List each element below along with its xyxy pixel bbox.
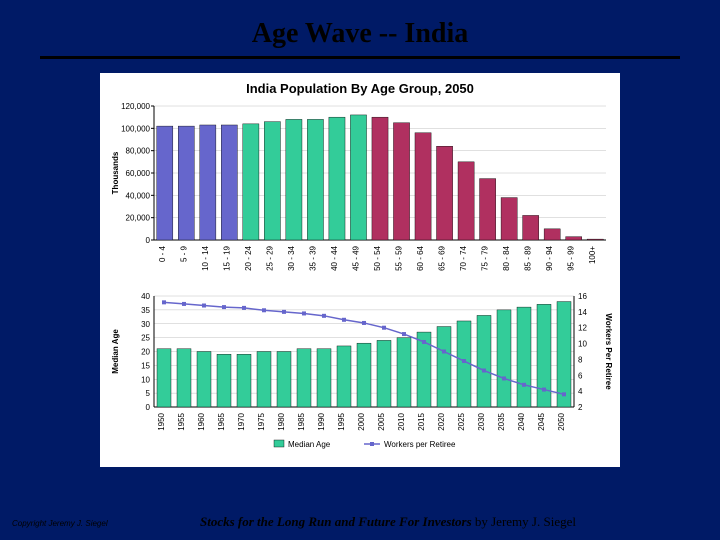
svg-text:55 - 59: 55 - 59: [395, 245, 404, 270]
top-chart-title: India Population By Age Group, 2050: [106, 81, 614, 96]
svg-text:50 - 54: 50 - 54: [373, 245, 382, 270]
svg-text:10: 10: [578, 340, 587, 349]
svg-text:2050: 2050: [557, 412, 566, 430]
svg-text:2040: 2040: [517, 412, 526, 430]
svg-text:Median Age: Median Age: [288, 440, 331, 449]
svg-text:30: 30: [141, 320, 150, 329]
svg-text:1975: 1975: [257, 412, 266, 430]
svg-text:30 - 34: 30 - 34: [287, 245, 296, 270]
svg-text:12: 12: [578, 324, 587, 333]
svg-text:85 - 89: 85 - 89: [524, 245, 533, 270]
svg-text:120,000: 120,000: [121, 102, 150, 111]
svg-text:100,000: 100,000: [121, 124, 150, 133]
footer-citation: Stocks for the Long Run and Future For I…: [200, 514, 576, 530]
svg-text:1950: 1950: [157, 412, 166, 430]
svg-text:2015: 2015: [417, 412, 426, 430]
svg-text:2000: 2000: [357, 412, 366, 430]
svg-text:2020: 2020: [437, 412, 446, 430]
title-underline: [40, 56, 680, 59]
svg-text:2010: 2010: [397, 412, 406, 430]
svg-text:65 - 69: 65 - 69: [438, 245, 447, 270]
svg-text:40: 40: [141, 292, 150, 301]
svg-text:95 - 99: 95 - 99: [567, 245, 576, 270]
svg-text:20 - 24: 20 - 24: [244, 245, 253, 270]
svg-text:2: 2: [578, 403, 583, 412]
svg-text:60,000: 60,000: [126, 169, 151, 178]
svg-text:70 - 74: 70 - 74: [459, 245, 468, 270]
svg-text:25: 25: [141, 334, 150, 343]
svg-text:1990: 1990: [317, 412, 326, 430]
svg-text:6: 6: [578, 371, 583, 380]
svg-text:8: 8: [578, 355, 583, 364]
svg-text:14: 14: [578, 308, 587, 317]
svg-text:60 - 64: 60 - 64: [416, 245, 425, 270]
svg-text:2005: 2005: [377, 412, 386, 430]
svg-text:45 - 49: 45 - 49: [351, 245, 360, 270]
chart-panel: India Population By Age Group, 2050 0 20,…: [100, 73, 620, 467]
svg-text:Workers per Retiree: Workers per Retiree: [384, 440, 456, 449]
svg-text:25 - 29: 25 - 29: [265, 245, 274, 270]
svg-text:0: 0: [146, 403, 151, 412]
svg-text:35: 35: [141, 306, 150, 315]
svg-text:15: 15: [141, 361, 150, 370]
svg-text:80 - 84: 80 - 84: [502, 245, 511, 270]
svg-text:Thousands: Thousands: [111, 151, 120, 194]
svg-text:5 - 9: 5 - 9: [179, 245, 188, 262]
svg-text:2030: 2030: [477, 412, 486, 430]
svg-text:20: 20: [141, 348, 150, 357]
svg-text:35 - 39: 35 - 39: [308, 245, 317, 270]
svg-text:80,000: 80,000: [126, 147, 151, 156]
svg-text:Median Age: Median Age: [111, 329, 120, 374]
svg-text:0: 0: [146, 236, 151, 245]
svg-text:16: 16: [578, 292, 587, 301]
svg-text:10 - 14: 10 - 14: [201, 245, 210, 270]
svg-text:40,000: 40,000: [126, 191, 151, 200]
svg-text:40 - 44: 40 - 44: [330, 245, 339, 270]
svg-text:75 - 79: 75 - 79: [481, 245, 490, 270]
svg-text:Workers Per Retiree: Workers Per Retiree: [604, 313, 613, 390]
top-chart: 0 20,000 40,000 60,000 80,000 100,000 120,000 0…: [106, 102, 614, 292]
svg-text:20,000: 20,000: [126, 214, 151, 223]
svg-text:1960: 1960: [197, 412, 206, 430]
svg-text:2045: 2045: [537, 412, 546, 430]
copyright-text: Copyright Jeremy J. Siegel: [12, 519, 108, 528]
svg-text:4: 4: [578, 387, 583, 396]
svg-text:1995: 1995: [337, 412, 346, 430]
slide-title: Age Wave -- India: [0, 0, 720, 56]
svg-text:1980: 1980: [277, 412, 286, 430]
svg-text:1985: 1985: [297, 412, 306, 430]
svg-text:90 - 94: 90 - 94: [545, 245, 554, 270]
svg-text:1955: 1955: [177, 412, 186, 430]
svg-text:2025: 2025: [457, 412, 466, 430]
svg-text:2035: 2035: [497, 412, 506, 430]
svg-text:15 - 19: 15 - 19: [222, 245, 231, 270]
svg-text:0 - 4: 0 - 4: [158, 245, 167, 262]
svg-text:10: 10: [141, 375, 150, 384]
svg-text:100+: 100+: [588, 246, 597, 264]
footer-book-title: Stocks for the Long Run and Future For I…: [200, 514, 472, 529]
bottom-chart: 0510152025303540246810121416195019551960…: [106, 292, 614, 457]
footer-byline: by Jeremy J. Siegel: [472, 514, 576, 529]
svg-text:1970: 1970: [237, 412, 246, 430]
svg-text:5: 5: [146, 389, 151, 398]
svg-text:1965: 1965: [217, 412, 226, 430]
